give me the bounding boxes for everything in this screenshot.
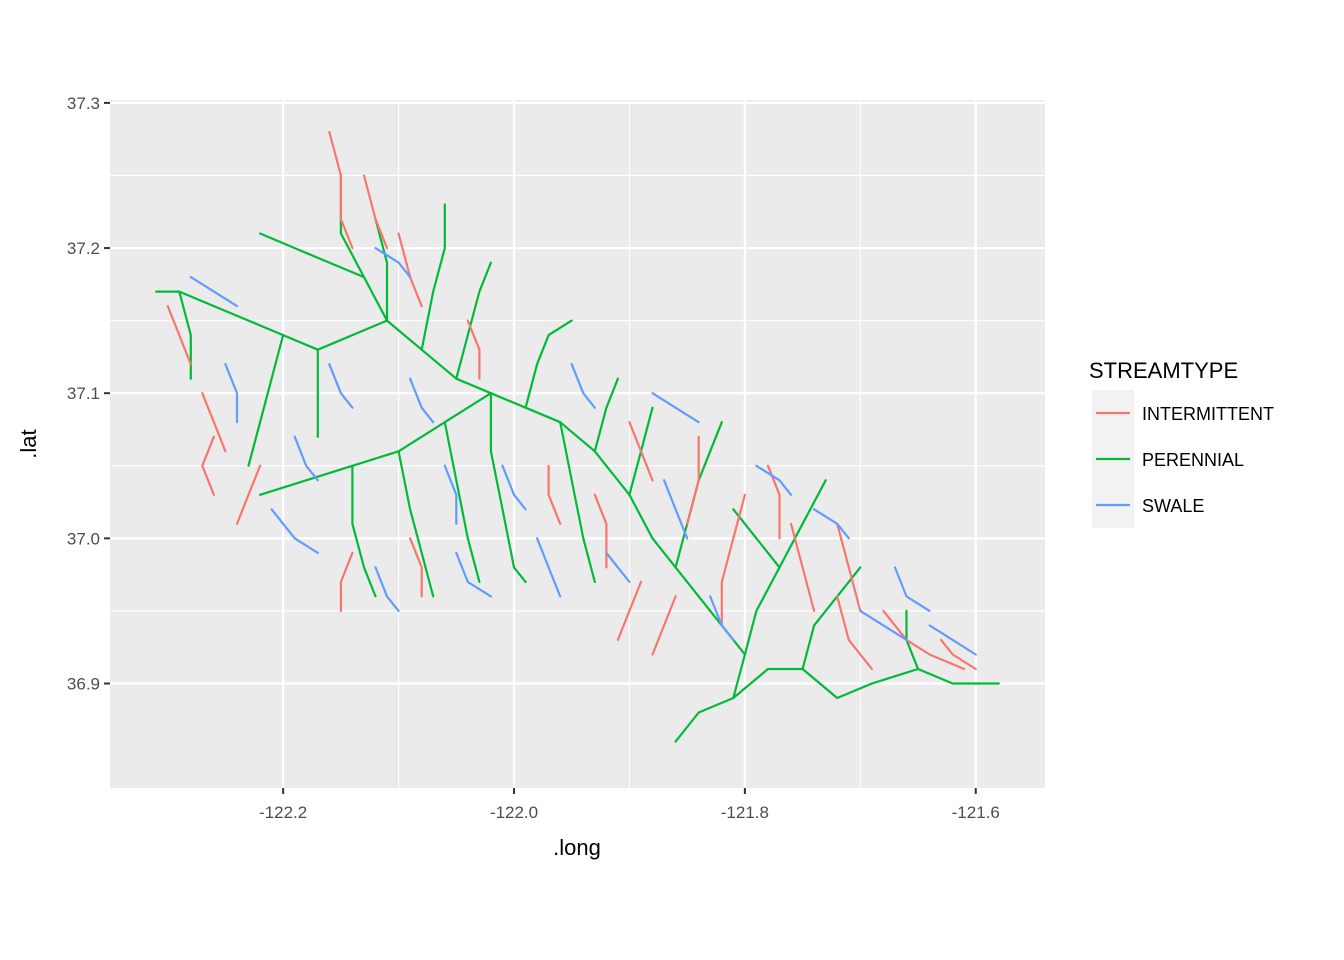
stream-line-swale bbox=[328, 363, 354, 409]
stream-line-swale bbox=[374, 566, 400, 613]
stream-line-perennial bbox=[732, 479, 827, 700]
stream-line-swale bbox=[928, 624, 977, 656]
minor-grid bbox=[110, 100, 1045, 788]
stream-line-intermittent bbox=[628, 421, 654, 482]
stream-line-intermittent bbox=[328, 130, 354, 250]
stream-line-intermittent bbox=[201, 392, 227, 453]
stream-line-perennial bbox=[247, 334, 285, 467]
legend-label: SWALE bbox=[1142, 496, 1204, 516]
legend: STREAMTYPE INTERMITTENT PERENNIAL SWALE bbox=[1089, 358, 1274, 528]
x-tick-label: -121.8 bbox=[721, 803, 769, 822]
stream-line-intermittent bbox=[201, 435, 215, 496]
stream-line-intermittent bbox=[882, 609, 966, 671]
stream-line-intermittent bbox=[836, 522, 862, 613]
x-tick-label: -122.0 bbox=[490, 803, 538, 822]
stream-line-intermittent bbox=[235, 464, 262, 525]
stream-line-intermittent bbox=[651, 595, 677, 656]
plot-panel bbox=[110, 100, 1045, 788]
stream-line-perennial bbox=[559, 421, 596, 584]
stream-line-intermittent bbox=[547, 464, 562, 525]
stream-line-swale bbox=[455, 551, 492, 598]
stream-line-intermittent bbox=[789, 522, 816, 613]
legend-label: PERENNIAL bbox=[1142, 450, 1244, 470]
stream-line-swale bbox=[224, 363, 239, 424]
axis-ticks bbox=[104, 101, 977, 794]
stream-line-intermittent bbox=[362, 174, 389, 250]
stream-line-swale bbox=[270, 508, 319, 555]
stream-line-intermittent bbox=[616, 580, 643, 642]
y-tick-label: 37.0 bbox=[67, 529, 100, 548]
y-tick-label: 37.1 bbox=[67, 384, 100, 403]
stream-line-perennial bbox=[524, 319, 573, 409]
stream-lines bbox=[155, 130, 1000, 743]
stream-line-swale bbox=[535, 537, 562, 598]
stream-line-perennial bbox=[489, 392, 527, 584]
stream-line-intermittent bbox=[939, 638, 977, 671]
legend-title: STREAMTYPE bbox=[1089, 358, 1238, 383]
stream-line-perennial bbox=[259, 232, 366, 279]
stream-line-perennial bbox=[259, 392, 492, 496]
stream-line-intermittent bbox=[720, 493, 747, 627]
y-tick-label: 36.9 bbox=[67, 674, 100, 693]
y-tick-labels: 36.9 37.0 37.1 37.2 37.3 bbox=[67, 94, 100, 694]
stream-line-swale bbox=[443, 464, 458, 525]
x-tick-labels: -122.2 -122.0 -121.8 -121.6 bbox=[259, 803, 1000, 822]
stream-line-intermittent bbox=[409, 537, 423, 598]
series-swale bbox=[189, 247, 977, 656]
y-tick-label: 37.2 bbox=[67, 239, 100, 258]
x-axis-title: .long bbox=[553, 835, 601, 860]
stream-line-swale bbox=[812, 508, 850, 540]
stream-line-perennial bbox=[155, 290, 389, 351]
x-tick-label: -121.6 bbox=[952, 803, 1000, 822]
stream-line-intermittent bbox=[836, 595, 874, 671]
stream-line-intermittent bbox=[686, 435, 700, 525]
stream-line-perennial bbox=[489, 392, 747, 656]
stream-line-swale bbox=[662, 479, 689, 540]
stream-line-swale bbox=[570, 363, 596, 409]
stream-line-perennial bbox=[674, 667, 1000, 743]
stream-line-swale bbox=[409, 377, 435, 424]
stream-line-perennial bbox=[420, 203, 446, 351]
stream-line-intermittent bbox=[166, 305, 192, 366]
stream-line-swale bbox=[605, 551, 631, 584]
stream-line-perennial bbox=[732, 508, 781, 569]
stream-line-intermittent bbox=[466, 319, 481, 380]
stream-line-perennial bbox=[351, 464, 377, 598]
stream-line-swale bbox=[501, 464, 527, 511]
series-intermittent bbox=[166, 130, 977, 671]
stream-line-swale bbox=[755, 464, 793, 496]
stream-line-perennial bbox=[443, 421, 481, 584]
stream-line-swale bbox=[189, 276, 239, 308]
stream-line-swale bbox=[709, 595, 735, 642]
stream-line-swale bbox=[293, 435, 319, 482]
stream-line-intermittent bbox=[339, 551, 354, 613]
x-tick-label: -122.2 bbox=[259, 803, 307, 822]
major-grid bbox=[110, 100, 1045, 788]
stream-line-perennial bbox=[397, 450, 435, 598]
stream-line-perennial bbox=[593, 377, 620, 453]
stream-line-perennial bbox=[801, 566, 862, 671]
stream-line-swale bbox=[859, 609, 908, 642]
stream-line-perennial bbox=[374, 217, 389, 322]
y-axis-title: .lat bbox=[16, 429, 41, 458]
y-tick-label: 37.3 bbox=[67, 94, 100, 113]
stream-line-swale bbox=[893, 566, 931, 613]
series-perennial bbox=[155, 174, 1000, 743]
stream-line-swale bbox=[651, 392, 700, 424]
legend-items: INTERMITTENT PERENNIAL SWALE bbox=[1092, 390, 1274, 528]
legend-label: INTERMITTENT bbox=[1142, 404, 1274, 424]
stream-line-perennial bbox=[455, 261, 492, 380]
stream-line-swale bbox=[374, 247, 412, 279]
